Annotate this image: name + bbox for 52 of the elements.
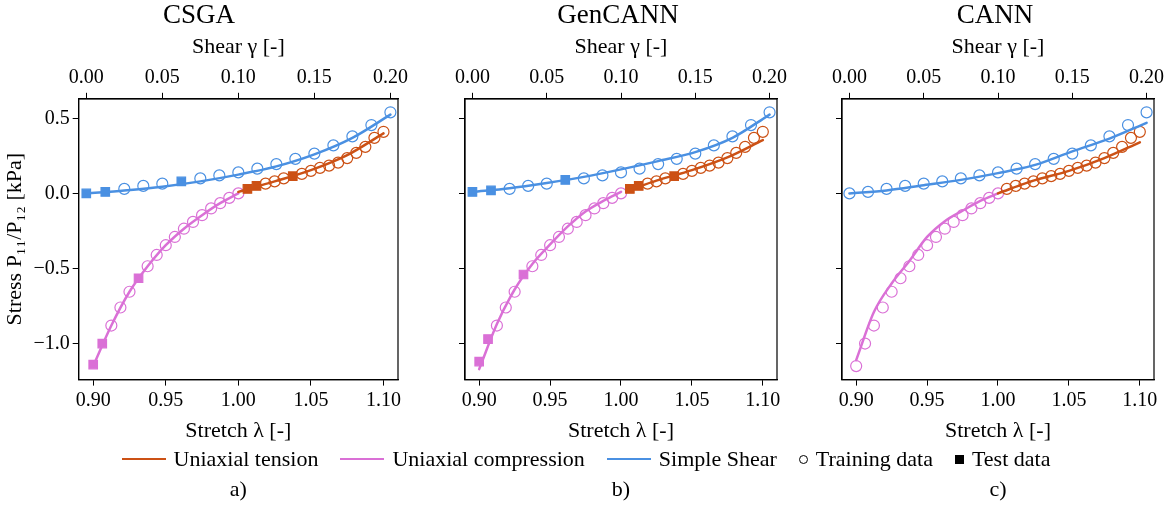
x-tick-label: 1.05 (293, 387, 329, 410)
y-axis-title: Stress P₁₁/P₁₂ [kPa] (0, 152, 26, 326)
x-tick-label: 1.10 (745, 387, 781, 410)
y-tick-label: −0.5 (33, 255, 70, 278)
y-tick-label: 0.5 (44, 105, 70, 128)
x2-tick-label: 0.05 (906, 65, 942, 88)
text: a) (229, 476, 247, 502)
legend-label: Test data (971, 446, 1051, 472)
legend-label: Uniaxial tension (173, 446, 319, 472)
x-tick-label: 1.05 (674, 387, 710, 410)
x2-tick-label: 0.15 (1054, 65, 1090, 88)
x2-tick-label: 0.00 (831, 65, 867, 88)
chart-title: GenCANN (557, 0, 679, 30)
y-tick-label: 0.0 (44, 180, 70, 203)
x2-tick-label: 0.00 (454, 65, 490, 88)
x2-tick-label: 0.20 (1129, 65, 1165, 88)
x-tick-label: 1.00 (603, 387, 639, 410)
x2-tick-label: 0.20 (752, 65, 788, 88)
x-tick-label: 1.00 (220, 387, 256, 410)
x-tick-label: 1.10 (365, 387, 401, 410)
x-axis-title: Stretch λ [-] (568, 416, 674, 442)
x2-axis-title: Shear γ [-] (191, 33, 285, 59)
x-tick-label: 0.95 (909, 387, 945, 410)
x-tick-label: 0.90 (838, 387, 874, 410)
x-tick-label: 0.95 (148, 387, 184, 410)
text: c) (989, 476, 1007, 502)
x2-tick-label: 0.05 (144, 65, 180, 88)
x-axis-title: Stretch λ [-] (185, 416, 292, 442)
y-tick-label: −1.0 (33, 330, 70, 353)
x2-axis-title: Shear γ [-] (951, 33, 1045, 59)
x-axis-title: Stretch λ [-] (945, 416, 1051, 442)
chart-title: CSGA (162, 0, 236, 30)
x-tick-label: 1.05 (1051, 387, 1087, 410)
x2-tick-label: 0.15 (677, 65, 713, 88)
legend-label: Simple Shear (658, 446, 777, 472)
x2-tick-label: 0.15 (296, 65, 332, 88)
x-tick-label: 1.00 (980, 387, 1016, 410)
x2-tick-label: 0.10 (603, 65, 639, 88)
text: b) (611, 476, 631, 502)
x2-tick-label: 0.00 (68, 65, 104, 88)
x-tick-label: 0.95 (532, 387, 568, 410)
legend-label: Uniaxial compression (392, 446, 585, 472)
x-tick-label: 1.10 (1122, 387, 1158, 410)
legend-label: Training data (815, 446, 933, 472)
x2-tick-label: 0.10 (220, 65, 256, 88)
x2-tick-label: 0.05 (529, 65, 565, 88)
x2-tick-label: 0.10 (980, 65, 1016, 88)
chart-title: CANN (956, 0, 1034, 30)
x-tick-label: 0.90 (75, 387, 111, 410)
x2-axis-title: Shear γ [-] (574, 33, 668, 59)
x2-tick-label: 0.20 (372, 65, 408, 88)
x-tick-label: 0.90 (461, 387, 497, 410)
